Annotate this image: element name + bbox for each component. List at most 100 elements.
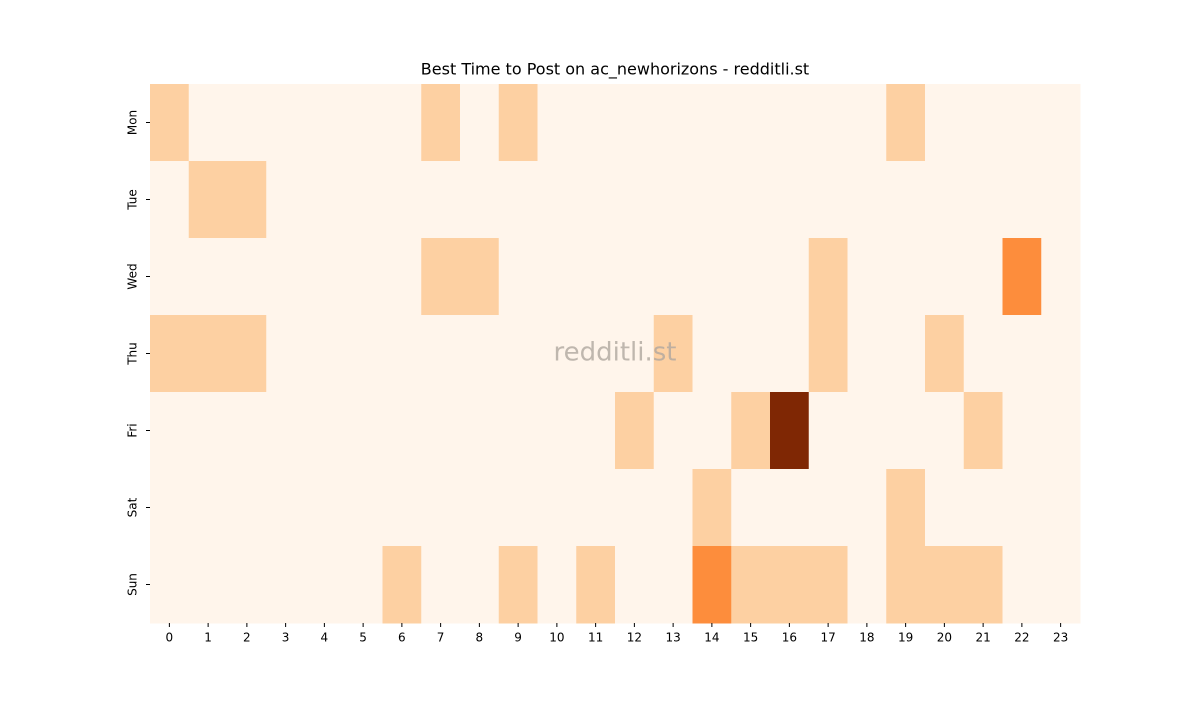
cell — [227, 546, 267, 624]
x-tick-label: 14 — [704, 631, 719, 645]
cell — [847, 469, 887, 547]
cell — [382, 161, 422, 239]
cell — [305, 392, 345, 470]
cell — [925, 469, 965, 547]
cell — [576, 392, 616, 470]
cell — [615, 546, 655, 624]
cell — [770, 238, 810, 316]
cell — [886, 315, 926, 393]
cell — [1041, 161, 1081, 239]
cell — [731, 392, 771, 470]
cell — [808, 469, 848, 547]
cell — [537, 238, 577, 316]
cell — [576, 161, 616, 239]
cell — [1041, 315, 1081, 393]
x-tick-label: 3 — [282, 631, 290, 645]
cell — [615, 392, 655, 470]
cell — [1041, 392, 1081, 470]
cell — [460, 238, 500, 316]
cell — [692, 546, 732, 624]
cell — [692, 392, 732, 470]
cell — [886, 546, 926, 624]
cell — [653, 238, 693, 316]
cell — [498, 546, 538, 624]
cell — [808, 315, 848, 393]
cell — [498, 238, 538, 316]
cell — [770, 161, 810, 239]
x-tick-label: 21 — [975, 631, 990, 645]
x-tick-label: 19 — [898, 631, 913, 645]
cell — [847, 392, 887, 470]
x-tick-label: 8 — [476, 631, 484, 645]
cell — [266, 546, 306, 624]
cell — [1002, 315, 1042, 393]
cell — [1002, 469, 1042, 547]
cell — [537, 546, 577, 624]
cell — [150, 469, 190, 547]
cell — [188, 315, 228, 393]
cell — [266, 392, 306, 470]
cell — [460, 315, 500, 393]
cell — [731, 84, 771, 162]
cell — [847, 84, 887, 162]
cell — [576, 469, 616, 547]
cell — [305, 238, 345, 316]
cell — [886, 161, 926, 239]
cell — [770, 315, 810, 393]
x-tick-label: 18 — [859, 631, 874, 645]
cell — [227, 84, 267, 162]
cell — [770, 546, 810, 624]
y-tick-label: Sun — [126, 573, 140, 596]
cell — [808, 392, 848, 470]
cell — [343, 84, 383, 162]
cell — [188, 392, 228, 470]
cell — [731, 161, 771, 239]
cell — [692, 315, 732, 393]
cell — [188, 469, 228, 547]
cell — [653, 161, 693, 239]
cell — [1002, 392, 1042, 470]
cell — [653, 469, 693, 547]
cell — [963, 238, 1003, 316]
chart-title: Best Time to Post on ac_newhorizons - re… — [421, 60, 809, 80]
cell — [150, 84, 190, 162]
y-tick-label: Sat — [126, 497, 140, 517]
cell — [653, 84, 693, 162]
cell — [1002, 84, 1042, 162]
cell — [305, 546, 345, 624]
cell — [963, 469, 1003, 547]
cell — [847, 546, 887, 624]
cell — [150, 238, 190, 316]
cell — [227, 238, 267, 316]
cell — [963, 315, 1003, 393]
cell — [266, 84, 306, 162]
cell — [305, 161, 345, 239]
cell — [808, 84, 848, 162]
cell — [498, 84, 538, 162]
x-tick-label: 16 — [782, 631, 797, 645]
cell — [886, 469, 926, 547]
cell — [692, 469, 732, 547]
cell — [460, 469, 500, 547]
x-tick-label: 20 — [937, 631, 952, 645]
cell — [963, 392, 1003, 470]
cell — [343, 315, 383, 393]
cell — [1002, 546, 1042, 624]
cell — [731, 238, 771, 316]
x-tick-label: 11 — [588, 631, 603, 645]
cell — [615, 84, 655, 162]
x-tick-label: 13 — [665, 631, 680, 645]
cell — [886, 392, 926, 470]
cell — [421, 546, 461, 624]
cell — [731, 315, 771, 393]
y-tick-label: Fri — [126, 423, 140, 437]
cell — [770, 392, 810, 470]
cell — [925, 315, 965, 393]
cell — [808, 238, 848, 316]
cell — [498, 392, 538, 470]
cell — [653, 315, 693, 393]
cell — [498, 161, 538, 239]
y-tick-label: Tue — [126, 189, 140, 211]
cell — [925, 546, 965, 624]
